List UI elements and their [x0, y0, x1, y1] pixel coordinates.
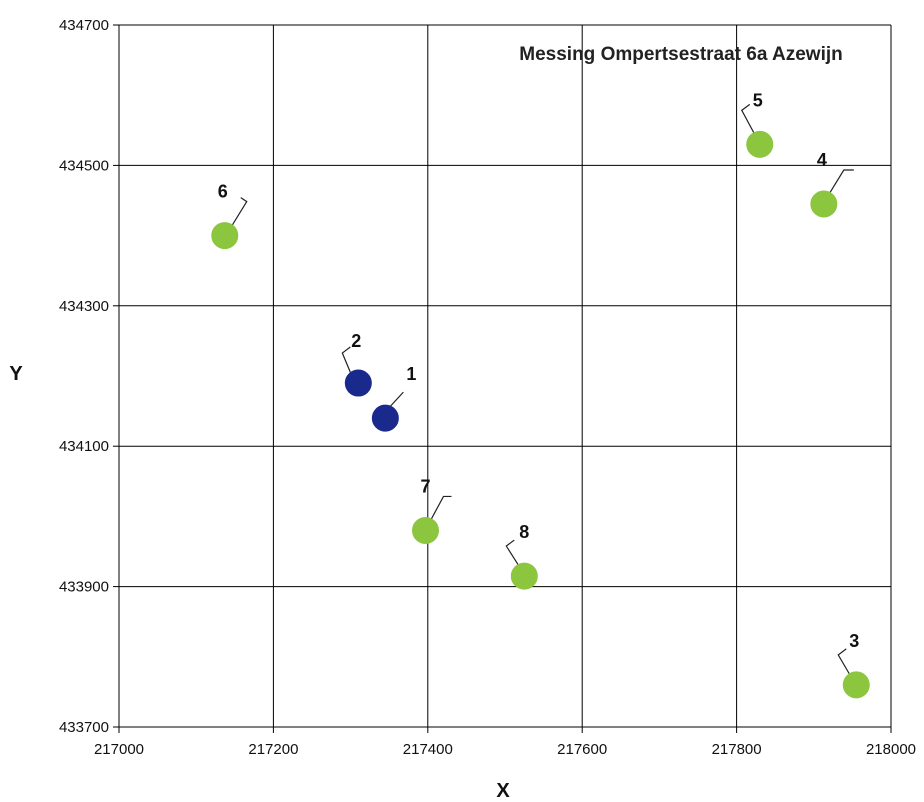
- data-point-2: [344, 369, 372, 397]
- x-axis-tick-labels: 217000 217200 217400 217600 217800 218000: [94, 741, 916, 758]
- grid: [113, 24, 892, 733]
- label-leader-line: [341, 346, 353, 378]
- chart-title: Messing Ompertsestraat 6a Azewijn: [519, 44, 842, 65]
- x-tick-label: 217400: [403, 741, 453, 758]
- data-point-7: [411, 516, 439, 544]
- point-labels: 1 2 3 4 5 6 7 8: [218, 90, 860, 651]
- data-points: [211, 130, 870, 699]
- x-tick-label: 218000: [866, 741, 916, 758]
- data-point-8: [510, 562, 538, 590]
- label-leader-lines: [230, 103, 854, 680]
- y-tick-label: 434500: [59, 157, 109, 174]
- x-axis-title: X: [496, 780, 510, 802]
- data-point-4: [810, 190, 838, 218]
- y-tick-label: 434100: [59, 438, 109, 455]
- data-point-3: [842, 671, 870, 699]
- point-label-5: 5: [753, 90, 763, 110]
- data-point-1: [371, 404, 399, 432]
- x-tick-label: 217600: [557, 741, 607, 758]
- point-label-3: 3: [849, 631, 859, 651]
- y-axis-title: Y: [9, 363, 23, 385]
- y-tick-label: 434700: [59, 17, 109, 34]
- label-leader-line: [230, 197, 248, 228]
- point-label-4: 4: [817, 150, 827, 170]
- point-label-6: 6: [218, 182, 228, 202]
- label-leader-line: [827, 169, 854, 197]
- label-leader-line: [505, 539, 521, 569]
- x-tick-label: 217200: [248, 741, 298, 758]
- label-leader-line: [740, 103, 757, 137]
- label-leader-line: [428, 495, 452, 523]
- data-point-6: [211, 222, 239, 250]
- y-tick-label: 433900: [59, 579, 109, 596]
- y-axis-tick-labels: 433700 433900 434100 434300 434500 434700: [59, 17, 109, 736]
- point-label-2: 2: [351, 331, 361, 351]
- point-label-7: 7: [420, 476, 430, 496]
- x-tick-label: 217000: [94, 741, 144, 758]
- y-tick-label: 433700: [59, 719, 109, 736]
- point-label-8: 8: [519, 522, 529, 542]
- label-leader-line: [837, 648, 853, 680]
- x-tick-label: 217800: [712, 741, 762, 758]
- point-label-1: 1: [406, 364, 416, 384]
- y-tick-label: 434300: [59, 298, 109, 315]
- data-point-5: [746, 130, 774, 158]
